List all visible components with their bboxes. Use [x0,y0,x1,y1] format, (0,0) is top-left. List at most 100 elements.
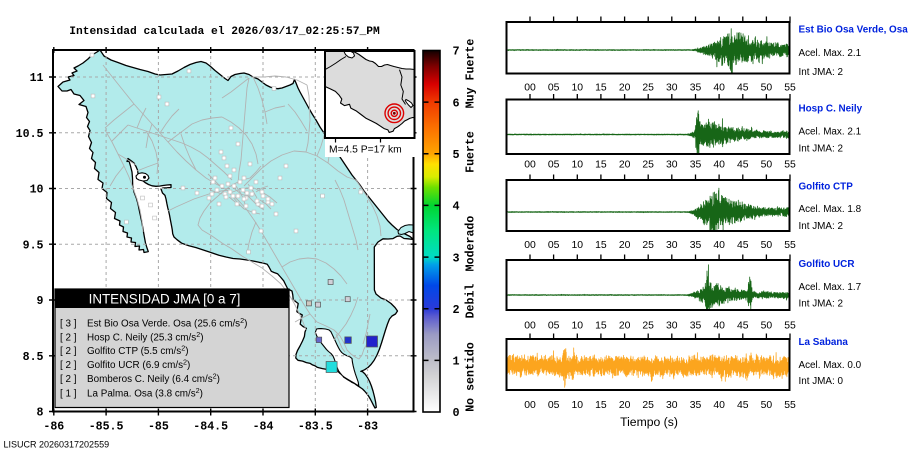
svg-text:0: 0 [453,406,460,420]
svg-text:Intensidad calculada el 2026/0: Intensidad calculada el 2026/03/17_02:25… [69,26,380,38]
svg-text:No sentido: No sentido [465,342,478,412]
svg-text:15: 15 [595,400,607,411]
svg-text:30: 30 [666,82,678,93]
svg-text:40: 40 [713,82,725,93]
svg-text:20: 20 [619,159,631,170]
svg-text:05: 05 [548,321,560,332]
svg-text:Int JMA: 2: Int JMA: 2 [799,67,843,78]
svg-text:8: 8 [37,407,44,420]
svg-text:Bomberos C. Neily (6.4 cm/s2): Bomberos C. Neily (6.4 cm/s2) [87,371,220,385]
svg-text:-83: -83 [357,421,378,434]
svg-text:Moderado: Moderado [465,216,478,272]
svg-text:15: 15 [595,321,607,332]
svg-text:45: 45 [737,159,749,170]
svg-text:[ 2 ]: [ 2 ] [60,374,77,385]
svg-text:Debil: Debil [465,284,478,319]
svg-text:Acel. Max. 1.8: Acel. Max. 1.8 [799,204,862,215]
svg-text:55: 55 [784,82,796,93]
svg-text:40: 40 [713,400,725,411]
svg-text:40: 40 [713,240,725,251]
svg-text:55: 55 [784,400,796,411]
svg-text:Golfito UCR: Golfito UCR [799,259,855,270]
svg-text:35: 35 [690,321,702,332]
svg-text:55: 55 [784,240,796,251]
svg-text:50: 50 [761,321,773,332]
svg-text:25: 25 [642,82,654,93]
svg-text:[ 2 ]: [ 2 ] [60,360,77,371]
svg-text:7: 7 [453,45,460,59]
svg-text:LISUCR 20260317202559: LISUCR 20260317202559 [4,440,110,450]
svg-text:00: 00 [524,321,536,332]
svg-text:25: 25 [642,321,654,332]
svg-text:1: 1 [453,355,460,369]
svg-text:55: 55 [784,321,796,332]
svg-text:25: 25 [642,159,654,170]
svg-text:40: 40 [713,321,725,332]
svg-text:Muy Fuerte: Muy Fuerte [465,39,478,109]
svg-text:50: 50 [761,240,773,251]
svg-text:Est Bio Osa Verde. Osa (25.6 c: Est Bio Osa Verde. Osa (25.6 cm/s2) [87,316,247,330]
svg-text:10.5: 10.5 [16,128,44,141]
svg-text:50: 50 [761,400,773,411]
svg-text:10: 10 [572,82,584,93]
svg-text:Acel. Max. 2.1: Acel. Max. 2.1 [799,48,862,59]
svg-text:Int JMA: 2: Int JMA: 2 [799,143,843,154]
svg-text:00: 00 [524,400,536,411]
svg-text:-83.5: -83.5 [298,421,333,434]
svg-text:20: 20 [619,400,631,411]
svg-text:05: 05 [548,240,560,251]
svg-text:-84.5: -84.5 [193,421,228,434]
svg-text:La Palma. Osa (3.8 cm/s2): La Palma. Osa (3.8 cm/s2) [87,386,203,400]
svg-text:Est Bio Osa Verde, Osa: Est Bio Osa Verde, Osa [799,24,909,35]
svg-text:INTENSIDAD JMA [0 a 7]: INTENSIDAD JMA [0 a 7] [89,292,241,307]
svg-text:-85.5: -85.5 [89,421,124,434]
svg-text:Int JMA: 2: Int JMA: 2 [799,221,843,232]
svg-text:35: 35 [690,159,702,170]
svg-text:[ 2 ]: [ 2 ] [60,333,77,344]
svg-text:Int JMA: 0: Int JMA: 0 [799,376,844,387]
svg-text:Acel. Max. 1.7: Acel. Max. 1.7 [799,282,862,293]
svg-text:45: 45 [737,82,749,93]
svg-text:00: 00 [524,159,536,170]
svg-text:[ 1 ]: [ 1 ] [60,389,77,400]
svg-text:11: 11 [30,72,44,85]
svg-text:6: 6 [453,96,460,110]
svg-text:20: 20 [619,240,631,251]
svg-text:10: 10 [572,159,584,170]
svg-text:9: 9 [37,295,44,308]
svg-text:-84: -84 [253,421,274,434]
svg-text:30: 30 [666,240,678,251]
svg-text:55: 55 [784,159,796,170]
svg-text:00: 00 [524,82,536,93]
svg-text:10: 10 [572,240,584,251]
svg-text:Golfito UCR (6.9 cm/s2): Golfito UCR (6.9 cm/s2) [87,357,190,371]
svg-text:10: 10 [572,400,584,411]
svg-text:Acel. Max. 0.0: Acel. Max. 0.0 [799,360,862,371]
svg-text:Fuerte: Fuerte [465,131,478,173]
svg-text:50: 50 [761,82,773,93]
svg-text:20: 20 [619,321,631,332]
svg-text:05: 05 [548,400,560,411]
svg-text:8.5: 8.5 [23,351,44,364]
svg-text:30: 30 [666,159,678,170]
svg-text:Hosp C. Neily: Hosp C. Neily [799,104,863,115]
svg-text:Tiempo (s): Tiempo (s) [620,415,678,429]
svg-text:35: 35 [690,240,702,251]
svg-text:20: 20 [619,82,631,93]
svg-text:10: 10 [30,184,44,197]
svg-text:[ 2 ]: [ 2 ] [60,346,77,357]
svg-text:40: 40 [713,159,725,170]
svg-text:5: 5 [453,148,460,162]
svg-text:9.5: 9.5 [23,239,44,252]
svg-text:45: 45 [737,321,749,332]
svg-text:Hosp C. Neily (25.3 cm/s2): Hosp C. Neily (25.3 cm/s2) [87,330,204,344]
svg-text:2: 2 [453,303,460,317]
svg-text:Int JMA: 2: Int JMA: 2 [799,298,843,309]
svg-text:10: 10 [572,321,584,332]
svg-text:05: 05 [548,159,560,170]
svg-text:45: 45 [737,240,749,251]
svg-text:3: 3 [453,251,460,265]
svg-text:Acel. Max. 2.1: Acel. Max. 2.1 [799,127,862,138]
svg-text:La Sabana: La Sabana [799,337,849,348]
svg-text:Golfito CTP: Golfito CTP [799,181,854,192]
